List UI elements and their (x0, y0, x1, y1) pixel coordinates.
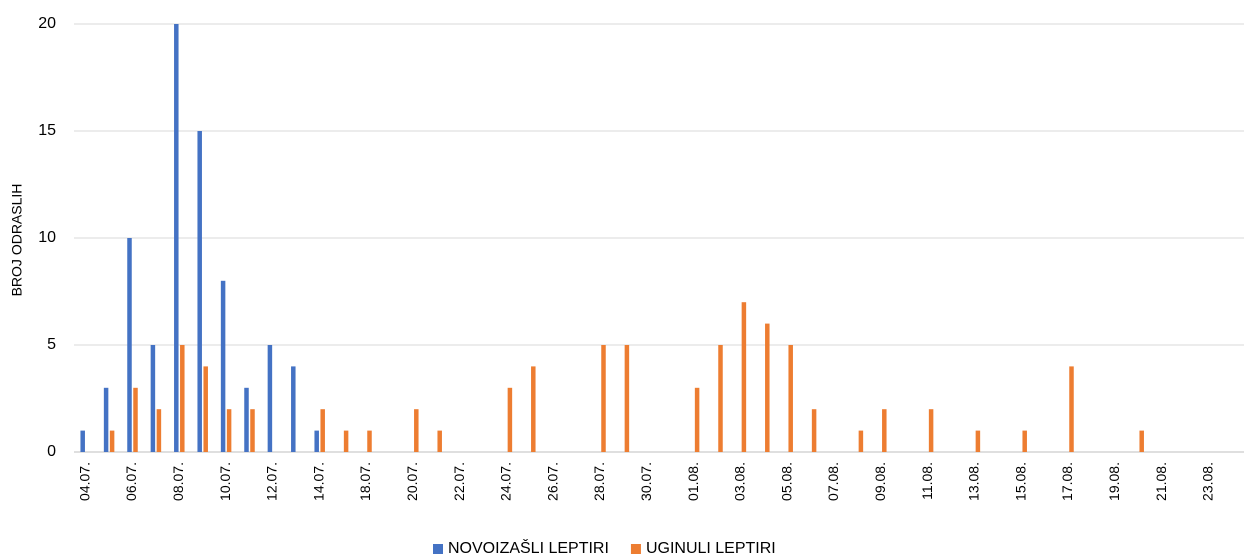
bar (291, 366, 296, 452)
bar (250, 409, 255, 452)
x-tick-label: 03.08. (732, 462, 748, 501)
legend-swatch (433, 544, 443, 554)
bar (320, 409, 325, 452)
x-tick-label: 28.07. (591, 462, 607, 501)
x-tick-label: 11.08. (919, 462, 935, 500)
bar (694, 387, 700, 452)
bar (244, 387, 249, 452)
bar (226, 409, 232, 452)
bar (882, 409, 887, 452)
x-tick-label: 17.08. (1059, 462, 1075, 501)
bar (1139, 430, 1144, 452)
bar (150, 345, 156, 452)
x-tick-label: 23.08. (1200, 462, 1216, 501)
x-tick-label: 20.07. (404, 462, 420, 501)
bar (1022, 430, 1027, 452)
x-tick-label: 05.08. (778, 462, 794, 501)
bar (109, 430, 115, 452)
bar (367, 430, 372, 452)
bar (133, 387, 138, 452)
x-tick-label: 08.07. (170, 462, 186, 501)
bar (437, 430, 442, 452)
x-tick-label: 15.08. (1012, 462, 1028, 501)
bar (180, 345, 185, 452)
x-tick-label: 21.08. (1153, 462, 1169, 501)
x-tick-label: 22.07. (451, 462, 467, 501)
bar (507, 387, 513, 452)
x-tick-label: 01.08. (685, 462, 701, 501)
bar (314, 430, 319, 452)
x-tick-label: 24.07. (498, 462, 514, 501)
x-tick-label: 09.08. (872, 462, 888, 501)
y-axis-label: BROJ ODRASLIH (9, 184, 25, 297)
bar (156, 409, 162, 452)
y-tick-label: 0 (47, 443, 56, 460)
x-tick-label: 18.07. (357, 462, 373, 501)
bar (718, 345, 723, 452)
bar (601, 345, 606, 452)
bar (741, 302, 747, 452)
bar (811, 409, 817, 452)
bar (414, 409, 419, 452)
bar (765, 323, 770, 452)
bar (1069, 366, 1074, 452)
x-tick-label: 26.07. (544, 462, 560, 501)
y-tick-label: 5 (47, 336, 56, 353)
bar (788, 345, 793, 452)
bar (103, 387, 109, 452)
x-tick-label: 12.07. (264, 462, 280, 501)
bar (174, 24, 179, 452)
bar (267, 345, 273, 452)
bar (531, 366, 536, 452)
bar (127, 238, 132, 452)
bar (624, 345, 630, 452)
x-tick-label: 07.08. (825, 462, 841, 501)
y-tick-label: 20 (38, 15, 56, 32)
x-tick-label: 10.07. (217, 462, 233, 501)
bar (928, 409, 934, 452)
bar (80, 430, 85, 452)
bar (975, 430, 981, 452)
legend-label: NOVOIZAŠLI LEPTIRI (448, 538, 609, 557)
x-tick-label: 19.08. (1106, 462, 1122, 501)
x-tick-label: 13.08. (966, 462, 982, 501)
x-tick-label: 30.07. (638, 462, 654, 501)
legend-label: UGINULI LEPTIRI (646, 540, 776, 557)
x-tick-label: 06.07. (123, 462, 139, 501)
x-tick-label: 04.07. (76, 462, 92, 501)
bar (203, 366, 208, 452)
y-tick-label: 10 (38, 229, 56, 246)
bar (343, 430, 349, 452)
legend-swatch (630, 544, 641, 554)
bar (197, 131, 202, 452)
x-tick-label: 14.07. (310, 462, 326, 501)
bar (220, 280, 226, 452)
bar (858, 430, 864, 452)
y-tick-label: 15 (38, 122, 56, 139)
